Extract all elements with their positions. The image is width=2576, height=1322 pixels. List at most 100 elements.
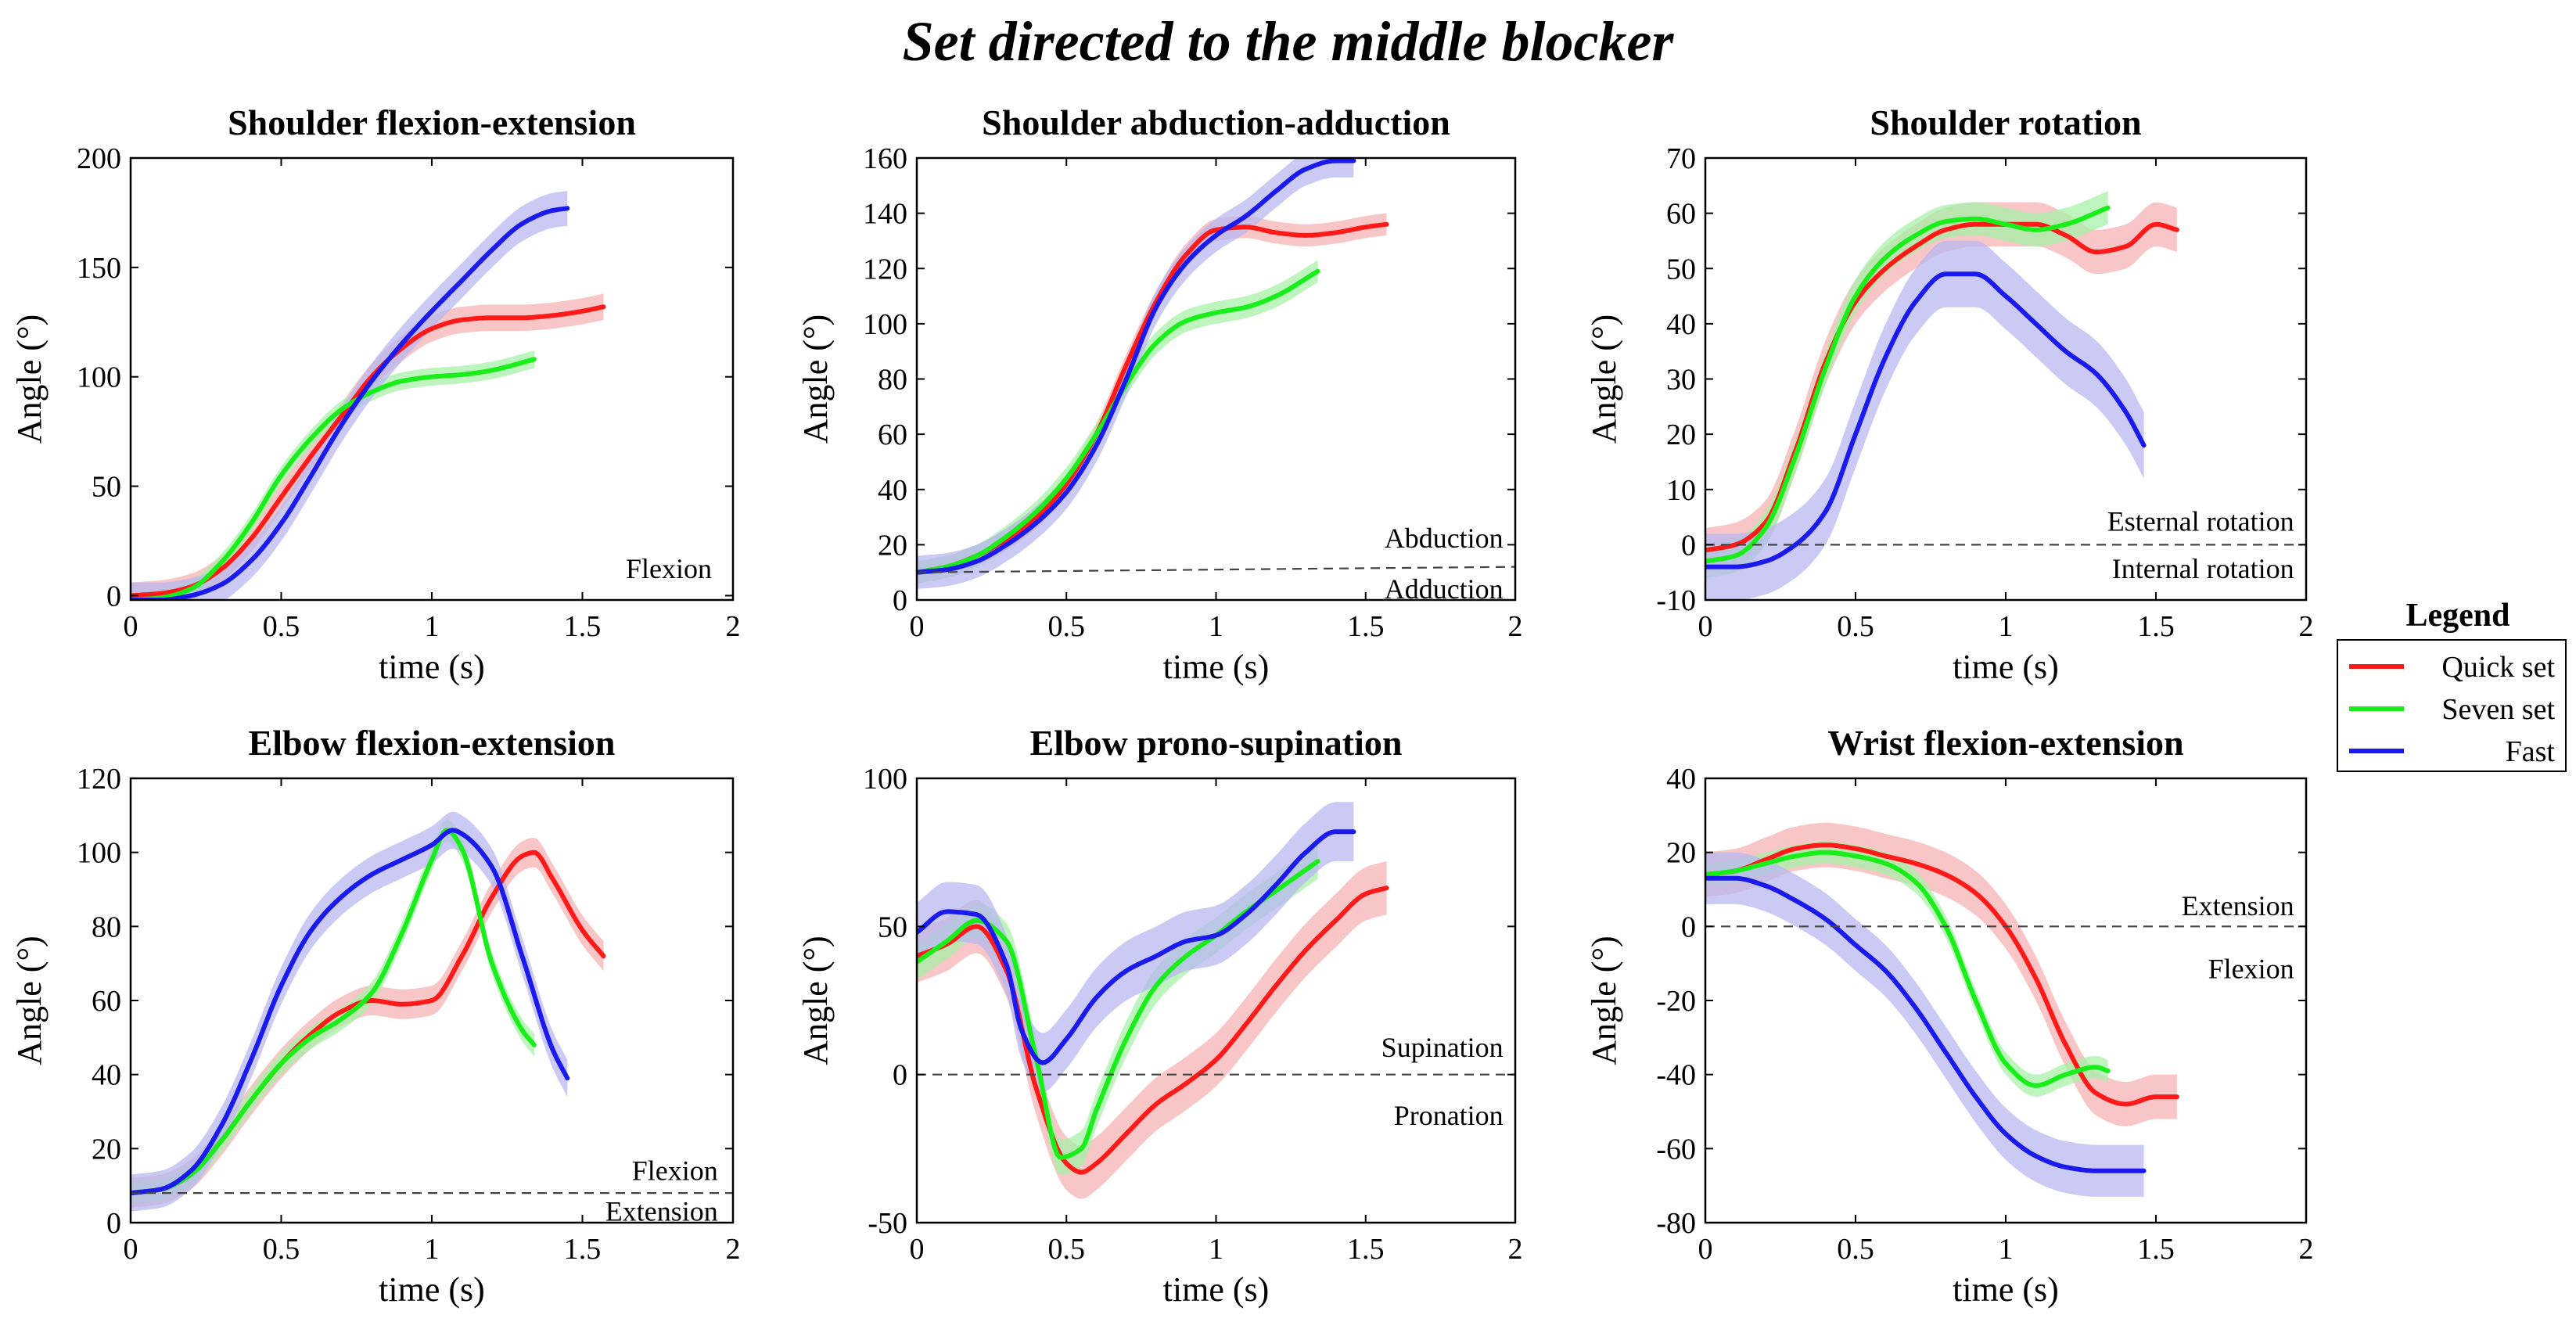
band-quick-set xyxy=(131,293,604,600)
y-tick-label: -60 xyxy=(1656,1133,1696,1166)
annotation-extension: Extension xyxy=(605,1196,718,1227)
annotation-supination: Supination xyxy=(1381,1032,1504,1063)
y-tick-label: 40 xyxy=(878,474,907,507)
legend-label-fast: Fast xyxy=(2506,735,2556,768)
x-tick-label: 0.5 xyxy=(263,610,300,643)
annotation-extension: Extension xyxy=(2182,890,2294,921)
series-line-seven-set xyxy=(131,357,537,600)
y-axis-label: Angle (°) xyxy=(796,314,835,444)
y-tick-label: 80 xyxy=(92,911,121,943)
series-line-fast xyxy=(1705,875,2147,1173)
y-axis-label: Angle (°) xyxy=(1585,936,1623,1065)
y-tick-label: -20 xyxy=(1656,985,1696,1018)
legend-label-seven-set: Seven set xyxy=(2441,693,2555,726)
x-tick-label: 0 xyxy=(910,1233,925,1266)
x-tick-label: 1 xyxy=(425,610,440,643)
y-tick-label: 120 xyxy=(77,763,121,796)
x-tick-label: 0 xyxy=(1698,610,1713,643)
x-tick-label: 1.5 xyxy=(1347,1233,1385,1266)
x-axis-label: time (s) xyxy=(1163,1270,1270,1309)
plot-area xyxy=(1705,822,2179,1197)
y-tick-label: 50 xyxy=(92,471,121,504)
panel-shoulder-flexion-extension: Shoulder flexion-extension 0 0.5 1 1.5 2 0 50 10… xyxy=(10,102,741,686)
series-line-fast xyxy=(131,828,570,1196)
legend-title: Legend xyxy=(2405,598,2510,634)
y-tick-label: 100 xyxy=(77,837,121,870)
y-tick-label: 0 xyxy=(893,1059,907,1092)
y-tick-label: 150 xyxy=(77,252,121,285)
y-tick-label: 100 xyxy=(863,308,907,341)
panel-title: Elbow prono-supination xyxy=(1030,723,1403,763)
plot-area xyxy=(131,811,606,1212)
series-line-fast xyxy=(131,206,570,600)
y-tick-label: 60 xyxy=(878,419,907,451)
y-tick-label: 140 xyxy=(863,198,907,231)
x-axis-label: time (s) xyxy=(1953,648,2059,686)
series-line-seven-set xyxy=(1705,205,2111,564)
y-tick-label: 60 xyxy=(1666,198,1696,231)
plot-area xyxy=(1705,191,2179,600)
annotation-internal-rotation: Internal rotation xyxy=(2112,553,2294,584)
y-tick-label: 120 xyxy=(863,253,907,286)
y-tick-label: 0 xyxy=(106,580,121,613)
y-tick-label: 50 xyxy=(1666,253,1696,286)
y-tick-label: 20 xyxy=(92,1133,121,1166)
y-tick-label: 20 xyxy=(878,529,907,562)
x-tick-label: 1.5 xyxy=(564,1233,602,1266)
x-axis-label: time (s) xyxy=(1163,648,1270,686)
x-tick-label: 2 xyxy=(1508,1233,1523,1266)
band-seven-set xyxy=(917,260,1318,584)
x-axis-label: time (s) xyxy=(1953,1270,2059,1309)
x-tick-label: 0 xyxy=(910,610,925,643)
band-quick-set xyxy=(917,861,1387,1199)
annotation-abduction: Abduction xyxy=(1385,523,1504,554)
band-fast xyxy=(1705,240,2144,600)
y-tick-label: 0 xyxy=(1681,911,1696,943)
panel-title: Shoulder rotation xyxy=(1870,102,2141,142)
y-tick-label: -10 xyxy=(1656,584,1696,617)
y-tick-label: 80 xyxy=(878,364,907,397)
x-tick-label: 0.5 xyxy=(1837,1233,1874,1266)
legend-label-quick-set: Quick set xyxy=(2441,651,2555,684)
y-tick-label: 10 xyxy=(1666,474,1696,507)
y-axis-label: Angle (°) xyxy=(10,936,49,1065)
annotation-flexion: Flexion xyxy=(632,1155,718,1187)
y-tick-label: -50 xyxy=(868,1207,907,1240)
x-tick-label: 1.5 xyxy=(2137,610,2175,643)
band-quick-set xyxy=(1705,822,2177,1126)
y-tick-label: -80 xyxy=(1656,1207,1696,1240)
y-tick-label: 60 xyxy=(92,985,121,1018)
y-tick-label: 40 xyxy=(1666,308,1696,341)
annotation-flexion: Flexion xyxy=(626,553,712,584)
y-tick-label: 0 xyxy=(106,1207,121,1240)
series-line-fast xyxy=(917,158,1356,575)
panel-title: Wrist flexion-extension xyxy=(1827,723,2183,763)
x-tick-label: 2 xyxy=(1508,610,1523,643)
x-tick-label: 1 xyxy=(1999,1233,2014,1266)
plot-area xyxy=(917,802,1389,1199)
x-tick-label: 1.5 xyxy=(1347,610,1385,643)
panel-wrist-flexion-extension: Wrist flexion-extension 0 0.5 1 1.5 2 -80 -60 -4… xyxy=(1585,723,2314,1309)
x-tick-label: 1 xyxy=(1209,610,1223,643)
y-tick-label: 160 xyxy=(863,142,907,175)
series-line-quick-set xyxy=(917,886,1389,1175)
panel-title: Elbow flexion-extension xyxy=(249,723,616,763)
y-axis-label: Angle (°) xyxy=(796,936,835,1065)
annotation-esternal-rotation: Esternal rotation xyxy=(2107,506,2294,537)
x-tick-label: 1 xyxy=(1209,1233,1223,1266)
band-quick-set xyxy=(131,837,604,1209)
band-seven-set xyxy=(131,350,534,600)
panel-title: Shoulder abduction-adduction xyxy=(982,102,1450,142)
y-tick-label: 100 xyxy=(77,361,121,394)
annotation-pronation: Pronation xyxy=(1394,1100,1504,1131)
y-tick-label: 30 xyxy=(1666,364,1696,397)
y-tick-label: 100 xyxy=(863,763,907,796)
axes-box xyxy=(915,777,1517,1224)
y-tick-label: 40 xyxy=(1666,763,1696,796)
y-tick-label: 20 xyxy=(1666,837,1696,870)
series-line-seven-set xyxy=(917,268,1320,575)
